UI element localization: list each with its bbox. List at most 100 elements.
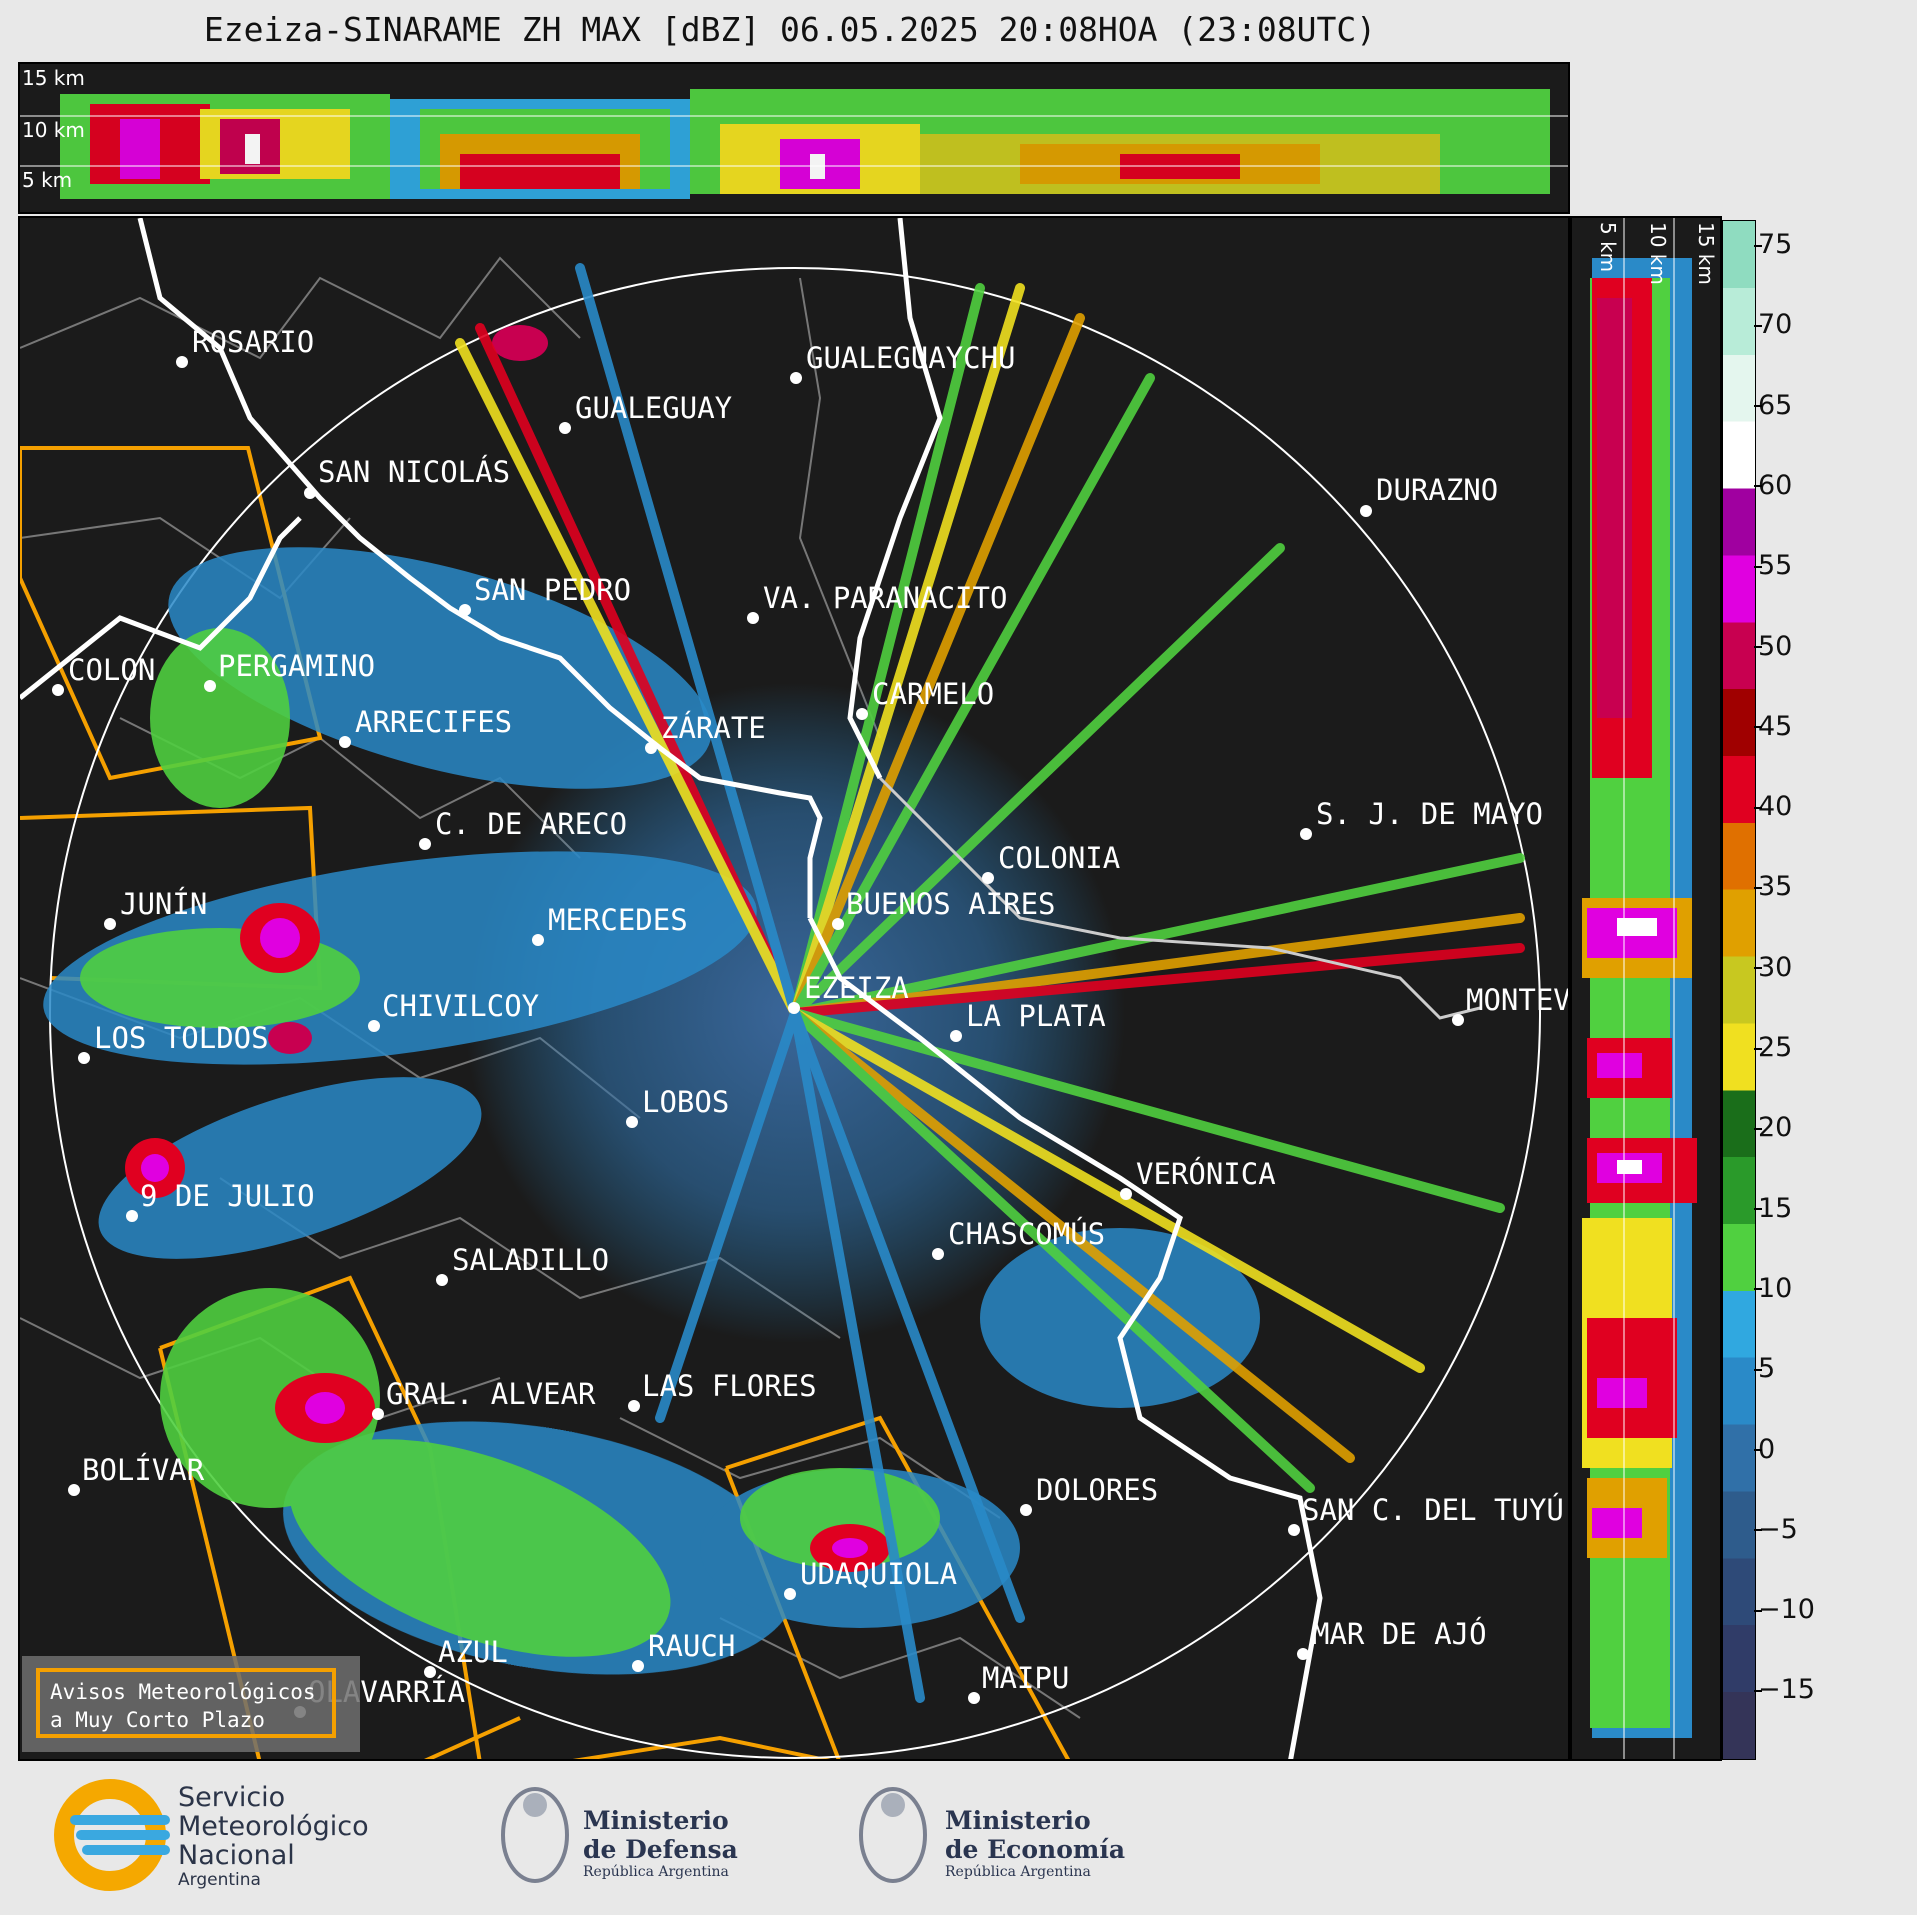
city-dot bbox=[419, 838, 431, 850]
convective-cores bbox=[125, 325, 890, 1572]
colorbar-tick-label: 60 bbox=[1753, 469, 1793, 501]
height-label-10km: 10 km bbox=[22, 118, 85, 142]
colorbar-tick-label: 70 bbox=[1753, 309, 1793, 341]
city-dot bbox=[78, 1052, 90, 1064]
map-title: Ezeiza-SINARAME ZH MAX [dBZ] 06.05.2025 … bbox=[203, 10, 1377, 49]
smn-logo-text: Servicio Meteorológico Nacional Argentin… bbox=[178, 1783, 369, 1890]
radar-site-dot bbox=[788, 1002, 800, 1014]
city-label-9-de-julio: 9 DE JULIO bbox=[140, 1179, 315, 1213]
economia-seal bbox=[859, 1787, 927, 1883]
side-cross-section-echoes bbox=[1582, 218, 1697, 1759]
city-dot bbox=[968, 1692, 980, 1704]
city-label-pergamino: PERGAMINO bbox=[218, 649, 376, 683]
city-dot bbox=[68, 1484, 80, 1496]
city-dot bbox=[645, 742, 657, 754]
smn-line3: Nacional bbox=[178, 1840, 295, 1871]
city-label-la-plata: LA PLATA bbox=[966, 999, 1106, 1033]
colorbar-tick-label: 20 bbox=[1753, 1112, 1793, 1144]
city-label-azul: AZUL bbox=[438, 1635, 508, 1669]
city-dot bbox=[372, 1408, 384, 1420]
side-height-label-15km: 15 km bbox=[1694, 222, 1718, 285]
smn-line2: Meteorológico bbox=[178, 1811, 369, 1842]
smn-logo-mark bbox=[54, 1779, 170, 1891]
city-dot bbox=[339, 736, 351, 748]
height-label-15km: 15 km bbox=[22, 66, 85, 90]
city-label-maipu: MAIPU bbox=[982, 1661, 1070, 1695]
city-dot bbox=[176, 356, 188, 368]
city-dot bbox=[559, 422, 571, 434]
city-label-va-paranacito: VA. PARANACITO bbox=[763, 581, 1008, 615]
colorbar-tick-label: 0 bbox=[1753, 1433, 1776, 1465]
city-label-ezeiza: EZEIZA bbox=[804, 971, 909, 1005]
colorbar-tick-label: −5 bbox=[1754, 1513, 1798, 1545]
city-label-lobos: LOBOS bbox=[642, 1085, 730, 1119]
city-dot bbox=[747, 612, 759, 624]
side-cross-section: 5 km 10 km 15 km bbox=[1570, 216, 1722, 1761]
city-label-gral-alvear: GRAL. ALVEAR bbox=[386, 1377, 596, 1411]
city-label-san-pedro: SAN PEDRO bbox=[474, 573, 632, 607]
city-dot bbox=[832, 918, 844, 930]
city-label-bolivar: BOLÍVAR bbox=[82, 1453, 205, 1487]
warnings-legend: Avisos Meteorológicos a Muy Corto Plazo bbox=[22, 1656, 360, 1752]
city-dot bbox=[459, 604, 471, 616]
colorbar-tick-label: 50 bbox=[1753, 630, 1793, 662]
city-dot bbox=[1288, 1524, 1300, 1536]
city-dot bbox=[626, 1116, 638, 1128]
city-label-durazno: DURAZNO bbox=[1376, 473, 1499, 507]
city-dot bbox=[304, 487, 316, 499]
city-label-montev: MONTEV bbox=[1466, 983, 1570, 1017]
city-dot bbox=[856, 708, 868, 720]
city-dot bbox=[1300, 828, 1312, 840]
city-dot bbox=[950, 1030, 962, 1042]
city-label-zarate: ZÁRATE bbox=[661, 711, 766, 745]
reflectivity-colorbar bbox=[1722, 220, 1756, 1760]
side-height-label-5km: 5 km bbox=[1596, 222, 1620, 273]
defensa-line2: de Defensa bbox=[583, 1835, 738, 1864]
coastline bbox=[20, 218, 1323, 1759]
defensa-logo-text: Ministerio de Defensa República Argentin… bbox=[583, 1806, 738, 1880]
uruguay-coast bbox=[878, 776, 1481, 1020]
city-dot bbox=[368, 1020, 380, 1032]
city-label-dolores: DOLORES bbox=[1036, 1473, 1159, 1507]
city-label-junin: JUNÍN bbox=[120, 887, 208, 921]
economia-line2: de Economía bbox=[945, 1835, 1126, 1864]
city-label-colon: COLON bbox=[68, 653, 156, 687]
city-dot bbox=[790, 372, 802, 384]
radar-map-graphics bbox=[20, 218, 1541, 1759]
city-dot bbox=[52, 684, 64, 696]
warnings-legend-line1: Avisos Meteorológicos bbox=[50, 1680, 316, 1704]
radar-map[interactable]: ROSARIO GUALEGUAYCHU GUALEGUAY SAN NICOL… bbox=[18, 216, 1570, 1761]
city-dot bbox=[1360, 505, 1372, 517]
city-label-rosario: ROSARIO bbox=[192, 325, 315, 359]
footer-logos bbox=[54, 1779, 927, 1891]
city-label-arrecifes: ARRECIFES bbox=[355, 705, 513, 739]
city-label-mercedes: MERCEDES bbox=[548, 903, 688, 937]
city-label-las-flores: LAS FLORES bbox=[642, 1369, 817, 1403]
radar-spikes bbox=[455, 263, 1525, 1703]
city-dot bbox=[204, 680, 216, 692]
city-label-veronica: VERÓNICA bbox=[1136, 1157, 1276, 1191]
city-dot bbox=[104, 918, 116, 930]
warnings-legend-line2: a Muy Corto Plazo bbox=[50, 1708, 265, 1732]
top-cross-section-echoes bbox=[20, 89, 1568, 199]
colorbar-tick-label: 40 bbox=[1753, 791, 1793, 823]
city-label-c-de-areco: C. DE ARECO bbox=[435, 807, 628, 841]
city-label-mar-de-ajo: MAR DE AJÓ bbox=[1312, 1617, 1487, 1651]
city-dot bbox=[982, 872, 994, 884]
colorbar-tick-label: −10 bbox=[1754, 1594, 1815, 1626]
colorbar-tick-label: 5 bbox=[1753, 1353, 1776, 1385]
city-label-san-c-del-tuyu: SAN C. DEL TUYÚ bbox=[1302, 1493, 1564, 1527]
city-label-s-j-de-mayo: S. J. DE MAYO bbox=[1316, 797, 1543, 831]
city-dot bbox=[632, 1660, 644, 1672]
city-dot bbox=[1452, 1014, 1464, 1026]
colorbar-tick-label: 10 bbox=[1753, 1272, 1793, 1304]
city-label-los-toldos: LOS TOLDOS bbox=[94, 1021, 269, 1055]
economia-logo-text: Ministerio de Economía República Argenti… bbox=[945, 1806, 1125, 1880]
city-dot bbox=[126, 1210, 138, 1222]
city-label-chivilcoy: CHIVILCOY bbox=[382, 989, 540, 1023]
warnings-legend-frame: Avisos Meteorológicos a Muy Corto Plazo bbox=[36, 1668, 336, 1738]
city-label-san-nicolas: SAN NICOLÁS bbox=[318, 455, 511, 489]
city-dot bbox=[1120, 1188, 1132, 1200]
city-label-buenos-aires: BUENOS AIRES bbox=[846, 887, 1056, 921]
city-label-colonia: COLONIA bbox=[998, 841, 1121, 875]
